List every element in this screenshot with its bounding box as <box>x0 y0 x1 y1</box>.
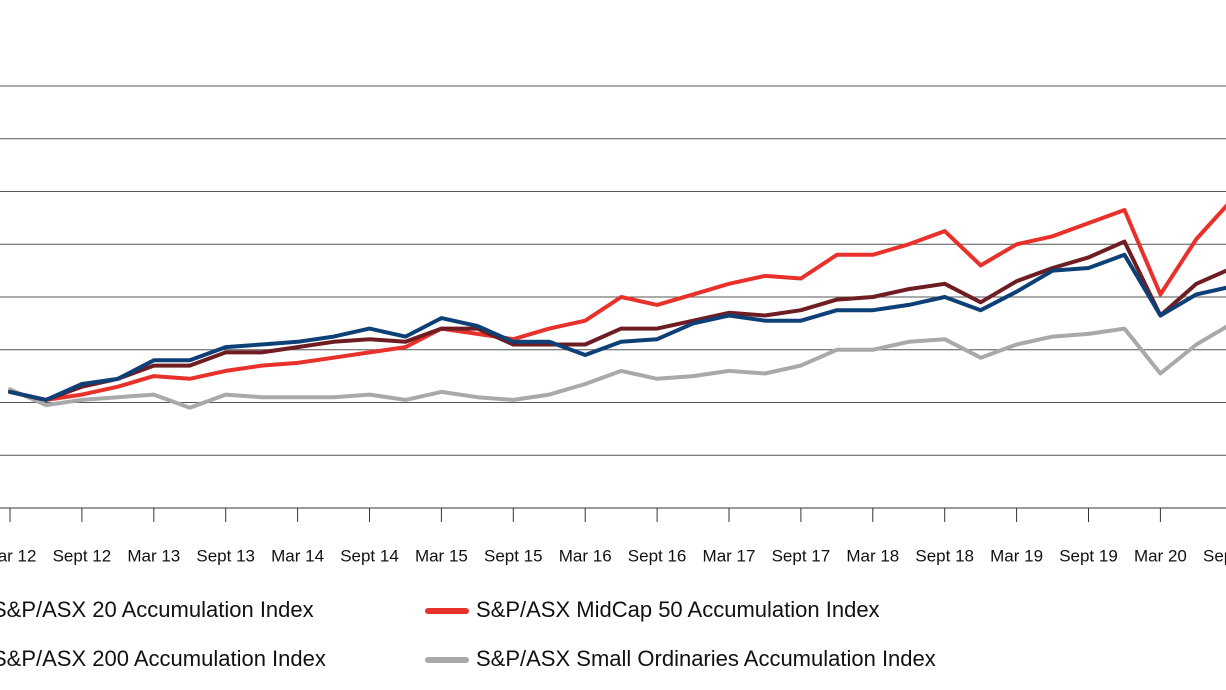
legend-label: S&P/ASX 200 Accumulation Index <box>0 646 326 671</box>
x-tick-label: Sept 13 <box>196 546 255 565</box>
series-line <box>8 203 1226 402</box>
series-line <box>8 324 1226 410</box>
x-tick-label: Mar 16 <box>559 546 612 565</box>
x-tick-label: Mar 13 <box>127 546 180 565</box>
x-tick-label: Mar 12 <box>0 546 36 565</box>
legend-label: S&P/ASX 20 Accumulation Index <box>0 597 314 622</box>
x-tick-label: Sept 15 <box>484 546 543 565</box>
x-tick-label: Mar 20 <box>1134 546 1187 565</box>
x-tick-label: Mar 18 <box>846 546 899 565</box>
x-tick-label: Sept 18 <box>915 546 974 565</box>
x-tick-label: Sept 19 <box>1059 546 1118 565</box>
x-tick-label: Sept 16 <box>628 546 687 565</box>
series-line <box>8 252 1226 402</box>
x-tick-label: Mar 15 <box>415 546 468 565</box>
legend-label: S&P/ASX Small Ordinaries Accumulation In… <box>476 646 936 671</box>
x-tick-label: Mar 14 <box>271 546 324 565</box>
x-tick-label: Sept 17 <box>772 546 831 565</box>
x-tick-label: Mar 19 <box>990 546 1043 565</box>
series-line <box>8 239 1226 402</box>
legend-label: S&P/ASX MidCap 50 Accumulation Index <box>476 597 880 622</box>
x-tick-label: Sept 12 <box>53 546 112 565</box>
x-tick-label: Mar 17 <box>703 546 756 565</box>
x-tick-label: Sept 14 <box>340 546 399 565</box>
x-tick-label: Sept 20 <box>1203 546 1226 565</box>
